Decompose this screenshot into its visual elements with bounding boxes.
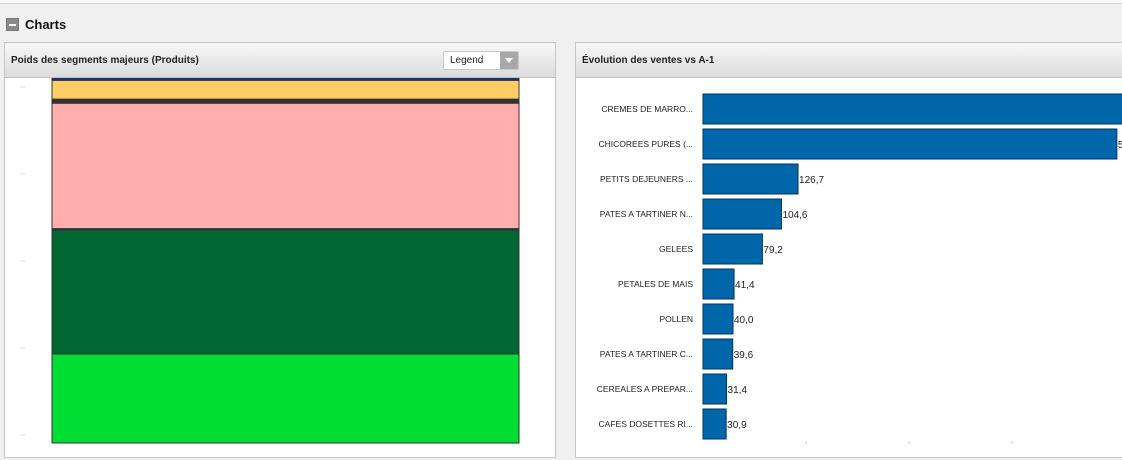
bar-value-label: 40,0 bbox=[734, 315, 754, 326]
category-label: PATES A TARTINER C... bbox=[600, 349, 693, 359]
segments-chart-panel: Poids des segments majeurs (Produits) Le… bbox=[4, 42, 556, 458]
horizontal-bar-chart: CREMES DE MARRO...690,5CHICOREES PURES (… bbox=[597, 93, 1122, 444]
bar bbox=[702, 338, 734, 370]
bar bbox=[702, 93, 1122, 125]
bar-value-label: 104,6 bbox=[782, 210, 807, 221]
bar-value-label: 39,6 bbox=[734, 350, 754, 361]
category-label: POLLEN bbox=[659, 314, 693, 324]
category-label: GELEES bbox=[659, 244, 693, 254]
section-title: Charts bbox=[25, 16, 67, 32]
bar-value-label: 31,4 bbox=[728, 385, 748, 396]
segment-bar-0 bbox=[51, 353, 520, 444]
bar-value-label: 41,4 bbox=[735, 280, 755, 291]
panel-header: Évolution des ventes vs A-1 bbox=[576, 43, 1122, 78]
bar bbox=[702, 408, 727, 440]
segment-bar-4 bbox=[51, 98, 520, 104]
bar bbox=[702, 303, 734, 335]
category-label: CREMES DE MARRO... bbox=[601, 104, 693, 114]
top-divider bbox=[0, 0, 1122, 4]
stacked-bar-chart: 2,23,13,18,70,00,0 bbox=[20, 78, 520, 444]
sales-evolution-panel: Évolution des ventes vs A-1 CREMES DE MA… bbox=[575, 42, 1122, 458]
bar bbox=[702, 268, 735, 300]
category-label: CHICOREES PURES (... bbox=[599, 139, 693, 149]
segment-bar-1 bbox=[51, 228, 520, 355]
category-label: PETITS DEJEUNERS ... bbox=[600, 174, 693, 184]
bar bbox=[702, 198, 782, 230]
bar-value-label: 30,9 bbox=[727, 420, 747, 431]
chevron-down-icon[interactable] bbox=[500, 52, 518, 69]
chart-title: Évolution des ventes vs A-1 bbox=[582, 54, 715, 66]
charts-section-header[interactable]: Charts bbox=[6, 14, 66, 34]
bar bbox=[702, 163, 799, 195]
legend-dropdown[interactable]: Legend bbox=[443, 51, 519, 70]
category-label: CAFES DOSETTES RI... bbox=[599, 419, 693, 429]
legend-dropdown-label: Legend bbox=[450, 55, 484, 66]
category-label: CEREALES A PREPAR... bbox=[597, 384, 693, 394]
bar-value-label: 126,7 bbox=[799, 175, 824, 186]
bar-value-label: 551,8 bbox=[1118, 140, 1122, 151]
bar bbox=[702, 373, 728, 405]
collapse-icon[interactable] bbox=[6, 17, 19, 31]
bar bbox=[702, 128, 1118, 160]
bar-value-label: 79,2 bbox=[763, 245, 783, 256]
segment-bar-7 bbox=[51, 78, 520, 80]
chart-title: Poids des segments majeurs (Produits) bbox=[11, 54, 199, 66]
segment-bar-5 bbox=[51, 78, 520, 100]
bar bbox=[702, 233, 763, 265]
category-label: PETALES DE MAIS bbox=[618, 279, 693, 289]
category-label: PATES A TARTINER N... bbox=[600, 209, 693, 219]
segment-bar-3 bbox=[51, 102, 520, 230]
